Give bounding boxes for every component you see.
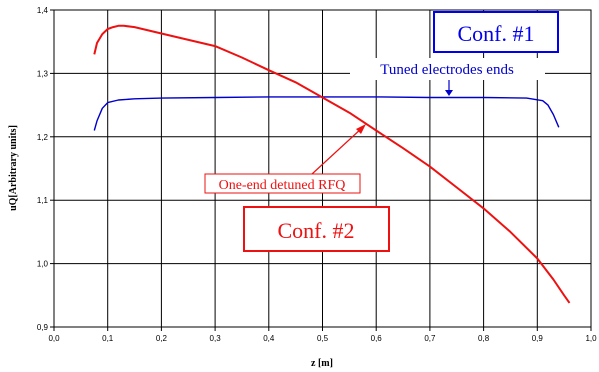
x-tick-label: 0,8 — [478, 334, 490, 343]
x-tick-label: 0,3 — [210, 334, 222, 343]
conf2-annotation: Conf. #2 — [243, 206, 390, 252]
tuned-ends-box — [350, 58, 545, 80]
x-tick-label: 0,5 — [317, 334, 329, 343]
x-tick-label: 0,1 — [102, 334, 114, 343]
tuned-ends-arrowhead — [445, 90, 453, 96]
x-tick-label: 0,6 — [371, 334, 383, 343]
y-axis-title: uQ[Arbitrary units] — [8, 125, 19, 211]
tuned-ends-annotation: Tuned electrodes ends — [350, 58, 545, 96]
x-tick-label: 1,0 — [585, 334, 597, 343]
y-tick-label: 1,0 — [37, 260, 49, 269]
conf1-box — [433, 11, 559, 53]
y-tick-label: 1,4 — [37, 6, 49, 15]
detuned-arrow — [311, 127, 363, 175]
x-tick-label: 0,0 — [48, 334, 60, 343]
conf2-label: Conf. #2 — [278, 218, 355, 243]
x-tick-label: 0,9 — [532, 334, 544, 343]
x-tick-label: 0,4 — [263, 334, 275, 343]
tick-labels: 0,0 0,1 0,2 0,3 0,4 0,5 0,6 0,7 0,8 0,9 1,0 0,9 1,0 1… — [37, 6, 597, 343]
detuned-box — [204, 173, 361, 194]
series-lines — [93, 24, 571, 304]
detuned-arrowhead — [356, 124, 366, 134]
y-tick-label: 1,1 — [37, 196, 49, 205]
conf2-box — [243, 206, 390, 252]
x-tick-label: 0,7 — [424, 334, 436, 343]
y-tick-label: 1,2 — [37, 133, 49, 142]
conf1-label: Conf. #1 — [458, 21, 535, 46]
y-tick-label: 1,3 — [37, 69, 49, 78]
y-tick-label: 0,9 — [37, 323, 49, 332]
x-tick-label: 0,2 — [156, 334, 168, 343]
tuned-ends-curve — [93, 96, 560, 131]
tuned-ends-label: Tuned electrodes ends — [380, 62, 514, 78]
detuned-rfq-curve — [93, 24, 571, 304]
x-axis-title: z [m] — [311, 358, 333, 369]
detuned-label: One-end detuned RFQ — [219, 178, 346, 193]
conf1-annotation: Conf. #1 — [433, 11, 559, 53]
detuned-annotation: One-end detuned RFQ — [204, 124, 366, 194]
